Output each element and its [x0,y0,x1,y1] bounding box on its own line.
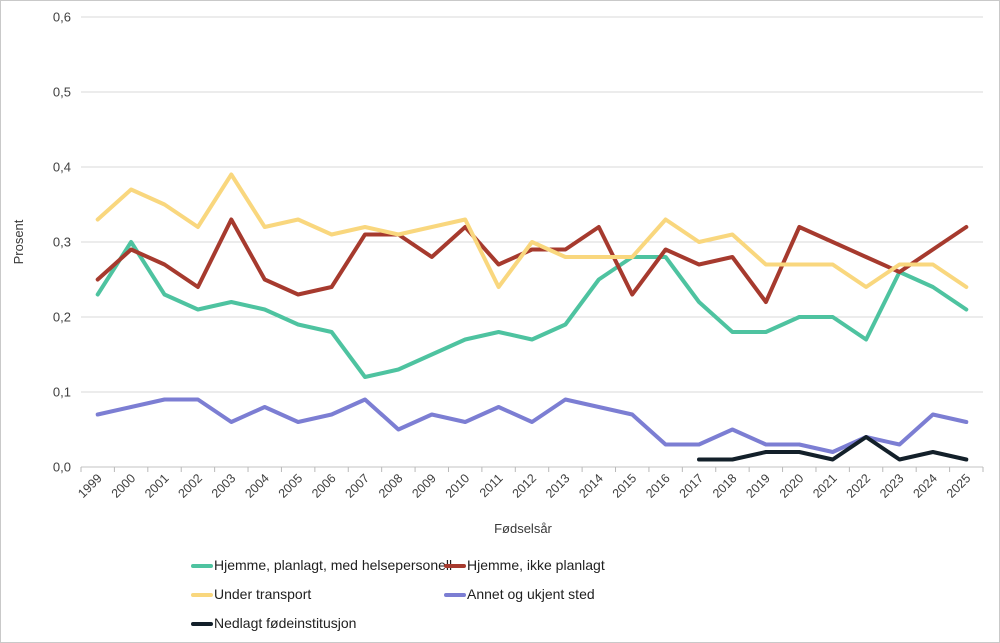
legend-label: Nedlagt fødeinstitusjon [214,615,357,631]
y-axis-title: Prosent [11,219,26,264]
legend-item: Annet og ukjent sted [444,584,724,605]
legend-swatch-line-icon [444,563,466,568]
x-axis-year-label: 2001 [142,471,172,501]
x-axis-year-label: 2007 [343,471,373,501]
x-axis-year-label: 2022 [844,471,874,501]
legend-label: Hjemme, planlagt, med helsepersonell [214,557,453,573]
y-axis-tick-label: 0,6 [53,10,71,25]
x-axis-year-label: 2024 [910,471,940,501]
legend-label: Annet og ukjent sted [467,586,595,602]
legend-label: Under transport [214,586,312,602]
legend-swatch-line-icon [191,563,213,568]
chart-legend: Hjemme, planlagt, med helsepersonell Hje… [191,555,724,634]
x-axis-year-label: 2012 [510,471,540,501]
x-axis-year-label: 2010 [443,471,473,501]
y-axis-tick-label: 0,4 [53,160,71,175]
series-line [95,217,969,304]
x-axis-year-label: 2014 [576,471,606,501]
y-axis-tick-label: 0,2 [53,310,71,325]
legend-swatch-line-icon [191,621,213,626]
y-axis-tick-label: 0,1 [53,385,71,400]
x-axis-year-label: 2021 [810,471,840,501]
gridlines-layer [81,16,983,468]
x-axis-year-label: 2019 [743,471,773,501]
legend-item: Hjemme, ikke planlagt [444,555,724,576]
x-axis-year-label: 2023 [877,471,907,501]
series-line [95,172,969,289]
series-line [697,435,969,462]
series-line [95,240,969,379]
legend-item: Under transport [191,584,444,605]
x-axis-year-label: 2016 [643,471,673,501]
series-lines-layer [95,172,969,462]
legend-swatch-line-icon [444,592,466,597]
series-line [95,397,969,454]
legend-item: Hjemme, planlagt, med helsepersonell [191,555,452,576]
legend-item: Nedlagt fødeinstitusjon [191,613,444,634]
y-axis-tick-label: 0,5 [53,85,71,100]
x-axis-year-label: 2002 [175,471,205,501]
x-axis-year-label: 2004 [242,471,272,501]
x-axis-year-label: 2009 [409,471,439,501]
x-axis-year-label: 2011 [477,471,506,500]
x-axis-year-label: 1999 [75,471,105,501]
axis-ticks-layer [80,467,984,472]
x-axis-year-label: 2000 [109,471,139,501]
legend-label: Hjemme, ikke planlagt [467,557,605,573]
x-axis-year-label: 2003 [209,471,239,501]
x-axis-year-label: 2008 [376,471,406,501]
x-axis-year-label: 2018 [710,471,740,501]
y-axis-tick-label: 0,0 [53,460,71,475]
x-axis-year-label: 2006 [309,471,339,501]
x-axis-year-label: 2020 [777,471,807,501]
legend-swatch-line-icon [191,592,213,597]
x-axis-year-label: 2015 [610,471,640,501]
x-axis-title: Fødselsår [494,521,552,536]
x-axis-year-label: 2005 [276,471,306,501]
x-axis-year-label: 2025 [944,471,974,501]
y-axis-tick-label: 0,3 [53,235,71,250]
x-axis-year-label: 2017 [677,471,707,501]
x-axis-year-label: 2013 [543,471,573,501]
